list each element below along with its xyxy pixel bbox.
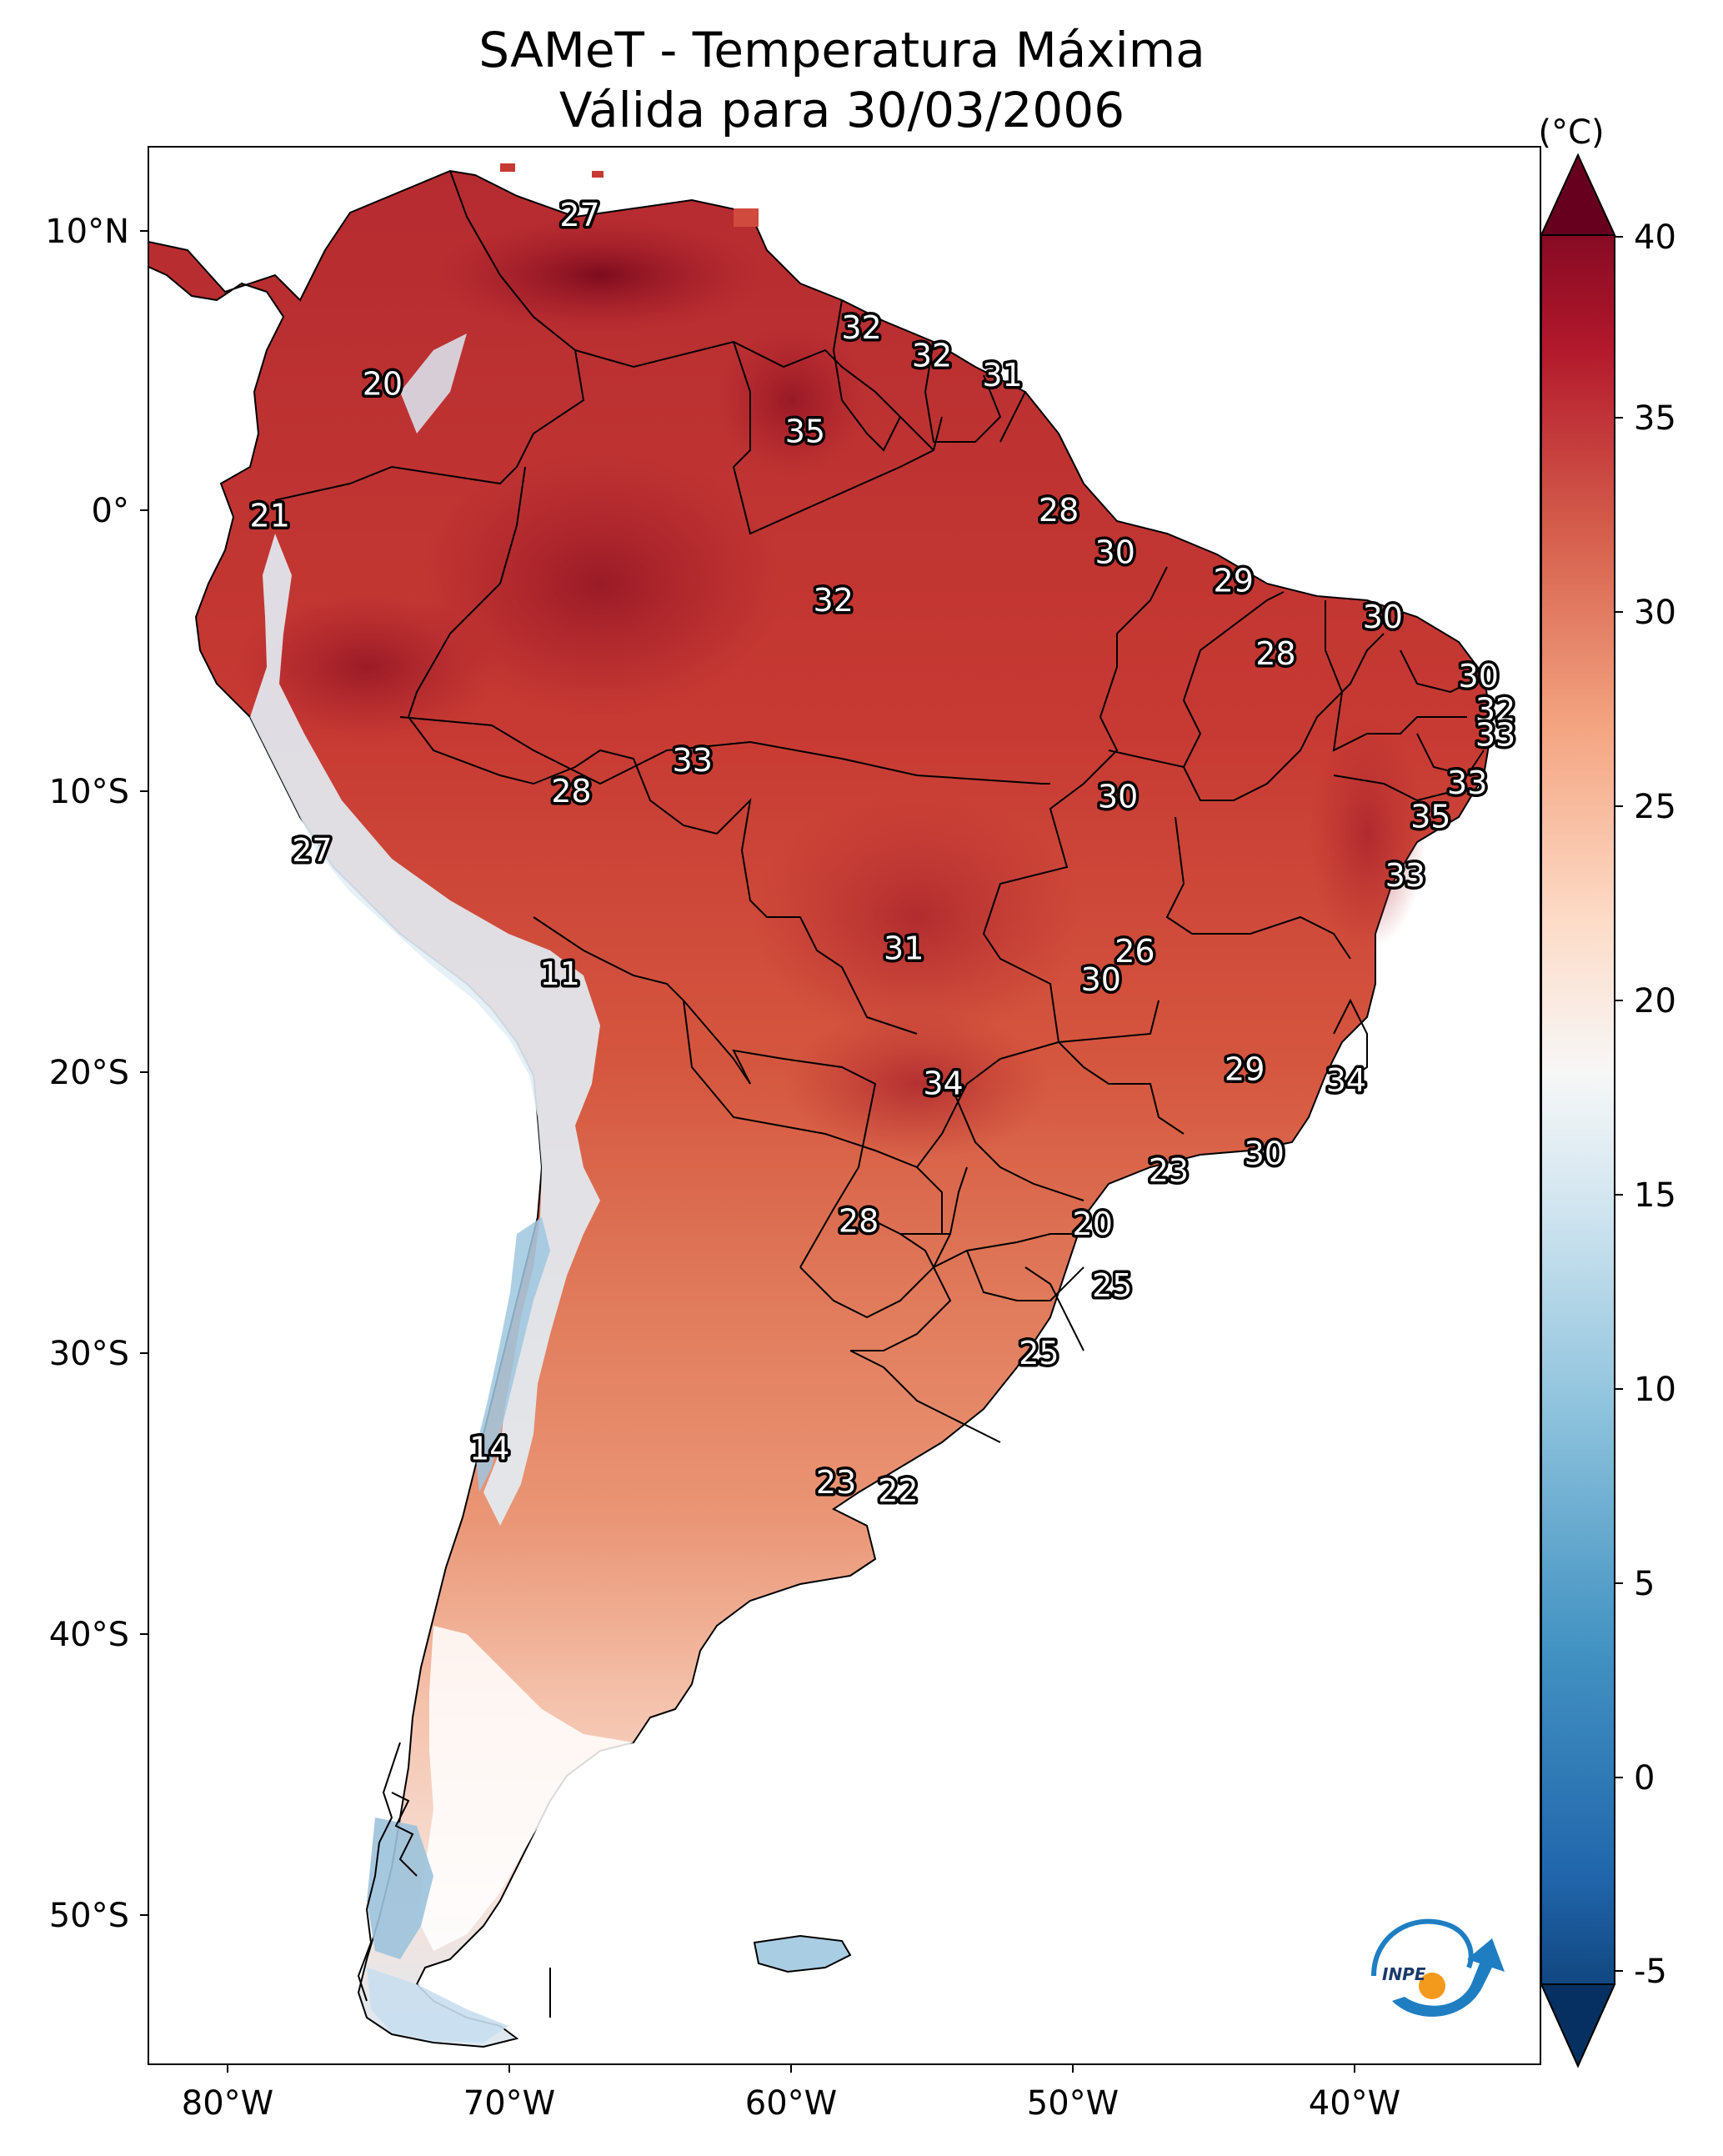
colorbar-tick-25: 25 — [1634, 788, 1676, 826]
map-area — [148, 147, 1540, 2064]
station-temp-label: 29 — [1225, 1051, 1265, 1088]
station-temp-label: 30 — [1081, 961, 1121, 998]
lon-tick-70w: 70°W — [463, 2084, 555, 2123]
lat-tick-10s: 10°S — [49, 773, 129, 811]
colorbar-tick-minus5: -5 — [1634, 1953, 1667, 1991]
logo-text: INPE — [1382, 1964, 1426, 1984]
station-temp-label: 32 — [814, 582, 854, 619]
lat-tick-30s: 30°S — [49, 1335, 129, 1373]
station-temp-label: 32 — [1475, 691, 1515, 728]
station-temp-label: 25 — [1019, 1335, 1059, 1371]
station-temp-label: 33 — [673, 742, 713, 779]
lat-tick-20s: 20°S — [49, 1054, 129, 1092]
chile-fjords — [357, 1742, 418, 2002]
station-temp-label: 22 — [878, 1472, 918, 1509]
station-temp-label: 34 — [923, 1065, 963, 1102]
station-temp-label: 35 — [785, 414, 825, 450]
colorbar-min-extend — [1540, 1983, 1616, 2068]
logo-swirl-icon — [1371, 1918, 1474, 1977]
longitude-axis: 80°W 70°W 60°W 50°W 40°W — [182, 2064, 1400, 2123]
station-temp-label: 27 — [292, 832, 332, 869]
station-temp-label: 31 — [884, 930, 924, 967]
colorbar-tick-20: 20 — [1634, 982, 1676, 1020]
colorbar-tick-15: 15 — [1634, 1176, 1676, 1215]
station-temp-label: 20 — [1073, 1206, 1113, 1242]
station-temp-label: 28 — [1039, 492, 1079, 529]
station-temp-label: 23 — [816, 1464, 856, 1501]
station-temp-label: 21 — [250, 498, 290, 534]
station-temp-label: 32 — [841, 309, 881, 346]
station-temp-label: 14 — [469, 1431, 509, 1467]
station-temp-label: 30 — [1245, 1136, 1285, 1172]
station-temp-label: 30 — [1363, 599, 1403, 635]
colorbar-gradient — [1540, 153, 1615, 2068]
colorbar-tick-40: 40 — [1634, 218, 1676, 257]
country-borders — [274, 170, 1485, 2018]
lat-tick-40s: 40°S — [49, 1616, 129, 1654]
map-title-line1: SAMeT - Temperatura Máxima — [478, 22, 1205, 78]
colorbar-max-extend — [1540, 153, 1616, 236]
station-temp-label: 30 — [1098, 779, 1138, 815]
station-temp-label: 32 — [912, 338, 952, 374]
lon-tick-60w: 60°W — [745, 2084, 837, 2123]
colorbar-tick-0: 0 — [1634, 1759, 1655, 1798]
station-temp-label: 11 — [540, 955, 580, 992]
logo-arrow-icon — [1392, 1938, 1505, 2017]
colorbar-tick-5: 5 — [1634, 1565, 1655, 1603]
colorbar-ticks: 40 35 30 25 20 15 10 5 0 -5 — [1615, 218, 1676, 1991]
logo-sun-icon — [1419, 1973, 1445, 1999]
lat-tick-0: 0° — [92, 492, 129, 530]
station-temp-label: 33 — [1475, 717, 1515, 754]
station-temp-label: 29 — [1214, 562, 1254, 599]
station-temp-label: 20 — [363, 365, 403, 402]
andes-cool-band — [400, 333, 467, 434]
station-temp-label: 28 — [551, 773, 591, 810]
lat-tick-10n: 10°N — [45, 213, 129, 251]
falkland-islands — [753, 1934, 852, 1973]
station-temp-label: 33 — [1447, 765, 1487, 801]
lon-tick-80w: 80°W — [182, 2084, 273, 2123]
lon-tick-40w: 40°W — [1309, 2084, 1400, 2123]
station-temp-label: 35 — [1410, 798, 1450, 835]
lat-tick-50s: 50°S — [49, 1897, 129, 1935]
station-temp-label: 27 — [559, 197, 599, 233]
colorbar-tick-35: 35 — [1634, 399, 1676, 438]
colorbar-unit: (°C) — [1538, 113, 1604, 152]
station-temp-label: 28 — [1255, 635, 1295, 672]
latitude-axis: 10°N 0° 10°S 20°S 30°S 40°S 50°S — [45, 213, 148, 1935]
inpe-logo: INPE — [1371, 1918, 1505, 2017]
station-temp-label: 23 — [1149, 1152, 1189, 1189]
station-temp-label: 30 — [1095, 534, 1135, 571]
colorbar-tick-30: 30 — [1634, 594, 1676, 632]
station-temp-label: 30 — [1459, 658, 1499, 694]
station-temp-label: 25 — [1092, 1267, 1132, 1304]
colorbar: (°C) 40 35 30 25 20 15 10 5 0 -5 — [1538, 113, 1676, 2068]
station-temp-label: 28 — [839, 1203, 879, 1240]
station-temp-label: 33 — [1385, 857, 1425, 894]
station-temp-label: 26 — [1114, 933, 1155, 970]
colorbar-tick-10: 10 — [1634, 1371, 1676, 1409]
station-temp-label: 34 — [1326, 1062, 1366, 1099]
lon-tick-50w: 50°W — [1027, 2084, 1119, 2123]
station-temp-label: 31 — [982, 357, 1022, 394]
map-title-line2: Válida para 30/03/2006 — [559, 82, 1124, 138]
